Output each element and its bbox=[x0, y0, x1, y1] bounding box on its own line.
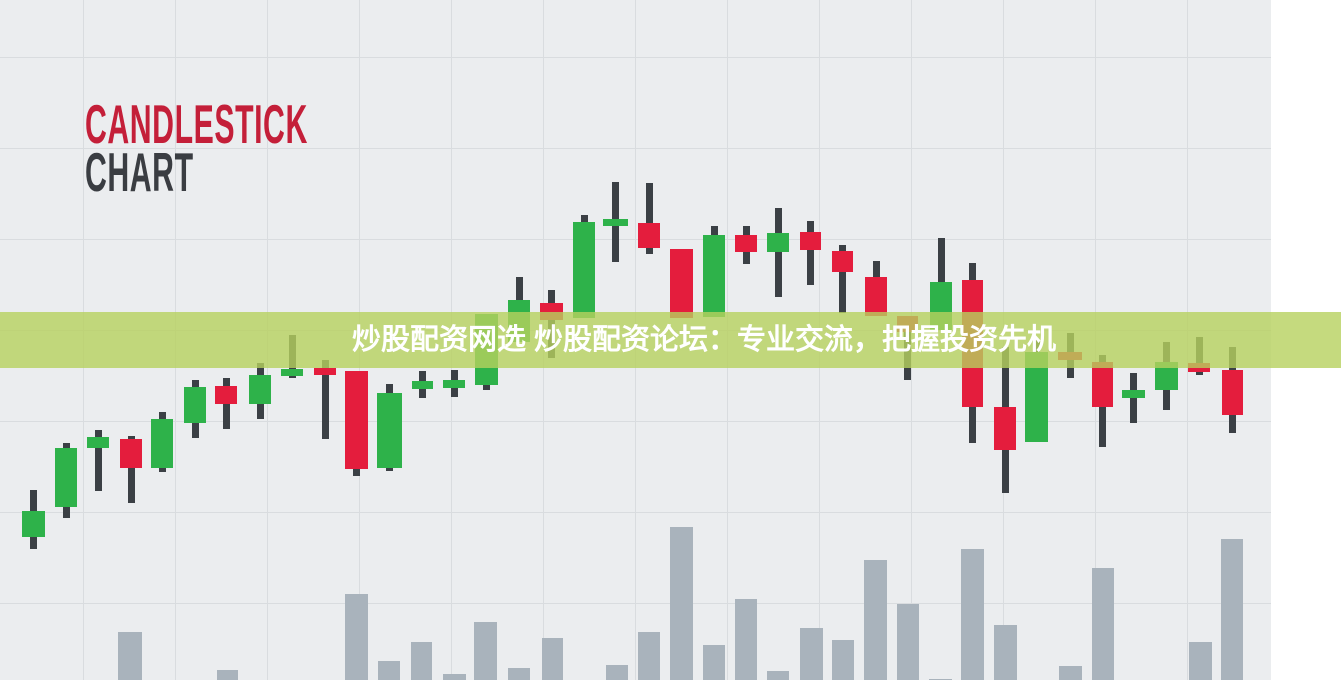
candle-wick bbox=[839, 245, 846, 313]
horizontal-gridline bbox=[0, 148, 1271, 149]
volume-bar bbox=[1221, 539, 1243, 680]
promo-banner-text: 炒股配资网选 炒股配资论坛：专业交流，把握投资先机 bbox=[352, 324, 1057, 356]
candle-body-up bbox=[1155, 362, 1178, 390]
volume-bar bbox=[735, 599, 757, 680]
candle-body-down bbox=[345, 371, 368, 469]
candle-wick bbox=[807, 221, 814, 285]
volume-bar bbox=[767, 671, 789, 680]
candle-body-up bbox=[1025, 352, 1048, 442]
candle-body-up bbox=[573, 222, 595, 318]
volume-bar bbox=[508, 668, 530, 680]
chart-title: CANDLESTICK CHART bbox=[85, 93, 490, 203]
candle-body-up bbox=[281, 369, 303, 376]
horizontal-gridline bbox=[0, 57, 1271, 58]
volume-bar bbox=[411, 642, 432, 680]
volume-bar bbox=[443, 674, 466, 680]
title-line-1: CANDLESTICK bbox=[85, 93, 308, 155]
candle-body-up bbox=[151, 419, 173, 468]
candle-body-up bbox=[767, 233, 789, 252]
candle-body-down bbox=[1222, 370, 1243, 415]
volume-bar bbox=[864, 560, 887, 680]
candle-body-up bbox=[412, 381, 433, 389]
volume-bar bbox=[703, 645, 725, 680]
volume-bar bbox=[118, 632, 142, 680]
volume-bar bbox=[474, 622, 497, 680]
volume-bar bbox=[638, 632, 660, 680]
candle-wick bbox=[94, 430, 102, 491]
candle-body-up bbox=[377, 393, 402, 468]
volume-bar bbox=[832, 640, 854, 680]
volume-bar bbox=[994, 625, 1017, 680]
candle-body-up bbox=[603, 219, 628, 226]
candle-body-down bbox=[670, 249, 693, 318]
title-line-2: CHART bbox=[85, 141, 194, 203]
candle-wick bbox=[127, 436, 135, 503]
horizontal-gridline bbox=[0, 239, 1271, 240]
candle-body-up bbox=[703, 235, 725, 317]
candle-body-down bbox=[120, 439, 142, 468]
volume-bar bbox=[1092, 568, 1114, 680]
candle-body-up bbox=[184, 387, 206, 423]
candle-body-down bbox=[735, 235, 757, 252]
candle-body-down bbox=[832, 251, 853, 272]
candle-body-up bbox=[443, 380, 465, 388]
volume-bar bbox=[345, 594, 368, 680]
volume-bar bbox=[606, 665, 628, 680]
candle-wick bbox=[321, 360, 329, 439]
volume-bar bbox=[1059, 666, 1082, 680]
volume-bar bbox=[1189, 642, 1212, 680]
candle-body-up bbox=[87, 437, 109, 448]
candle-body-up bbox=[249, 375, 271, 404]
candle-body-down bbox=[314, 368, 336, 375]
candle-body-up bbox=[22, 511, 45, 537]
candle-wick bbox=[645, 183, 653, 254]
volume-bar bbox=[961, 549, 984, 680]
candle-body-up bbox=[1122, 390, 1145, 398]
promo-banner: 炒股配资网选 炒股配资论坛：专业交流，把握投资先机 bbox=[0, 312, 1341, 368]
candle-body-down bbox=[638, 223, 660, 248]
candle-body-down bbox=[215, 386, 237, 404]
volume-bar bbox=[897, 604, 919, 680]
candle-body-up bbox=[55, 448, 77, 507]
candle-body-down bbox=[865, 277, 887, 316]
candle-wick bbox=[774, 208, 782, 297]
candle-body-down bbox=[800, 232, 821, 250]
candle-wick bbox=[1130, 373, 1137, 423]
volume-bar bbox=[542, 638, 563, 680]
volume-bar bbox=[217, 670, 238, 680]
horizontal-gridline bbox=[0, 603, 1271, 604]
horizontal-gridline bbox=[0, 512, 1271, 513]
candle-body-down bbox=[994, 407, 1016, 450]
volume-bar bbox=[670, 527, 693, 680]
horizontal-gridline bbox=[0, 421, 1271, 422]
candle-body-down bbox=[1092, 362, 1113, 407]
volume-bar bbox=[378, 661, 400, 680]
volume-bar bbox=[800, 628, 823, 680]
